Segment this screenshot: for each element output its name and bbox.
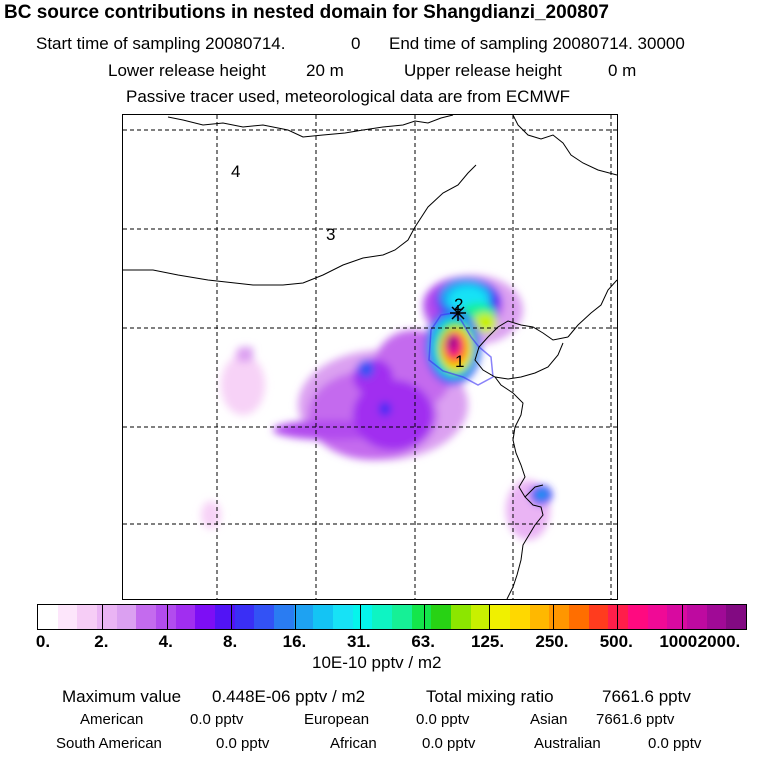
- color-scale-label: 1000.: [659, 632, 702, 651]
- region-name-european: European: [304, 711, 370, 728]
- color-scale-segment: [38, 605, 59, 629]
- total-mixing-label: Total mixing ratio: [426, 687, 554, 706]
- region-labels: 4 3 2 1: [231, 162, 464, 371]
- color-scale-segment: [647, 605, 668, 629]
- region-name-african: African: [330, 735, 377, 752]
- color-scale-label: 63.: [411, 632, 435, 651]
- color-scale-segment: [136, 605, 157, 629]
- color-scale-unit: 10E-10 pptv / m2: [312, 653, 442, 672]
- color-scale-segment: [588, 605, 609, 629]
- color-scale-label: 16.: [282, 632, 307, 651]
- color-scale-segment: [431, 605, 452, 629]
- color-scale-label: 0.: [35, 632, 51, 651]
- tracer-note: Passive tracer used, meteorological data…: [126, 87, 571, 106]
- start-time-value: 0: [351, 34, 361, 53]
- color-scale-segment: [608, 605, 629, 629]
- color-scale-tick: [681, 605, 683, 629]
- color-scale-segment: [706, 605, 727, 629]
- region-value-european: 0.0 pptv: [416, 711, 470, 728]
- color-scale-segment: [687, 605, 708, 629]
- color-scale-segment: [569, 605, 590, 629]
- color-scale-segment: [234, 605, 255, 629]
- receptor-star-icon: [450, 305, 466, 321]
- plot-title: BC source contributions in nested domain…: [4, 2, 609, 23]
- region-value-american: 0.0 pptv: [190, 711, 244, 728]
- color-scale-bar: [37, 604, 747, 630]
- color-scale-label: 4.: [158, 632, 173, 651]
- region-label-4: 4: [231, 162, 240, 181]
- color-scale-segment: [726, 605, 747, 629]
- color-scale-segment: [97, 605, 118, 629]
- color-scale-segment: [156, 605, 177, 629]
- color-scale-segment: [77, 605, 98, 629]
- region-label-2: 2: [454, 295, 463, 314]
- color-scale-tick: [102, 605, 104, 629]
- lower-release-value: 20 m: [306, 61, 344, 80]
- color-scale-segment: [490, 605, 511, 629]
- region-name-south-american: South American: [56, 735, 162, 752]
- color-scale-label: 31.: [346, 632, 371, 651]
- color-scale-tick: [295, 605, 297, 629]
- max-value-label: Maximum value: [62, 687, 182, 706]
- end-time-label: End time of sampling 20080714. 30000: [389, 34, 685, 53]
- color-scale-label: 125.: [470, 632, 505, 651]
- map-canvas: 4 3 2 1: [123, 115, 617, 599]
- map-grid: [123, 115, 617, 599]
- region-label-3: 3: [326, 225, 335, 244]
- map-boundaries: [123, 115, 617, 599]
- color-scale-tick: [359, 605, 361, 629]
- region-name-american: American: [80, 711, 144, 728]
- color-scale-tick: [166, 605, 168, 629]
- region-name-asian: Asian: [530, 711, 568, 728]
- region-name-australian: Australian: [534, 735, 601, 752]
- map-panel: 4 3 2 1: [122, 114, 618, 600]
- color-scale-segment: [411, 605, 432, 629]
- upper-release-value: 0 m: [608, 61, 637, 80]
- color-scale-segment: [116, 605, 137, 629]
- color-scale-segment: [667, 605, 688, 629]
- color-scale-segment: [372, 605, 393, 629]
- region-label-1: 1: [455, 352, 464, 371]
- color-scale-segment: [451, 605, 472, 629]
- color-scale-segment: [470, 605, 491, 629]
- color-scale-segment: [195, 605, 216, 629]
- color-scale-segment: [392, 605, 413, 629]
- region-value-african: 0.0 pptv: [422, 735, 476, 752]
- color-scale-label: 250.: [535, 632, 569, 651]
- region-value-asian: 7661.6 pptv: [596, 711, 675, 728]
- color-scale-segment: [549, 605, 570, 629]
- color-scale-segment: [254, 605, 275, 629]
- color-scale-tick: [231, 605, 233, 629]
- color-scale-label: 2.: [94, 632, 109, 651]
- color-scale-segment: [274, 605, 295, 629]
- color-scale-segment: [510, 605, 531, 629]
- color-scale-segment: [215, 605, 236, 629]
- color-scale-label: 2000.: [697, 632, 741, 651]
- color-scale-segment: [175, 605, 196, 629]
- color-scale-segment: [333, 605, 354, 629]
- concentration-field: [201, 275, 552, 540]
- start-time-label: Start time of sampling 20080714.: [36, 34, 286, 53]
- region-value-australian: 0.0 pptv: [648, 735, 702, 752]
- color-scale-label: 8.: [222, 632, 238, 651]
- upper-release-label: Upper release height: [404, 61, 562, 80]
- color-scale-label: 500.: [599, 632, 633, 651]
- color-scale-tick: [617, 605, 619, 629]
- lower-release-label: Lower release height: [108, 61, 266, 80]
- color-scale-tick: [552, 605, 554, 629]
- color-scale-segment: [57, 605, 78, 629]
- color-scale-segment: [628, 605, 649, 629]
- color-scale-segment: [529, 605, 550, 629]
- color-scale-segment: [352, 605, 373, 629]
- region-value-south-american: 0.0 pptv: [216, 735, 270, 752]
- color-scale-tick: [488, 605, 490, 629]
- total-mixing-value: 7661.6 pptv: [602, 687, 691, 706]
- color-scale-tick: [424, 605, 426, 629]
- color-scale-segment: [293, 605, 314, 629]
- max-value: 0.448E-06 pptv / m2: [212, 687, 366, 706]
- color-scale-segment: [313, 605, 334, 629]
